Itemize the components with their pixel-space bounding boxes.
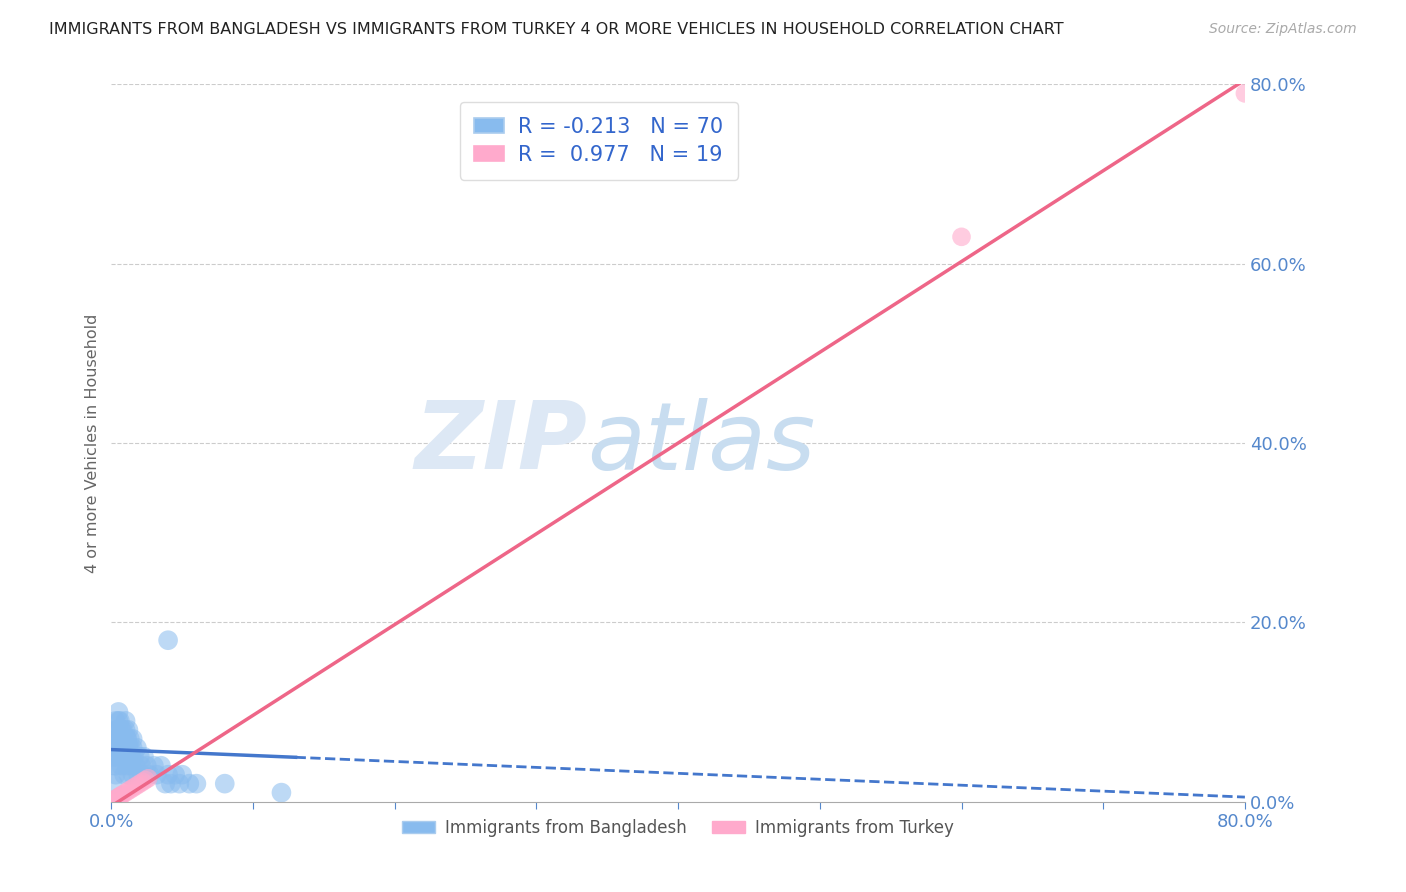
Point [111, 788, 134, 802]
Point [104, 792, 127, 806]
Point [118, 731, 141, 746]
Point [120, 782, 142, 797]
Point [186, 777, 208, 791]
Point [101, 794, 124, 808]
Point [179, 777, 201, 791]
Point [122, 749, 145, 764]
Point [127, 767, 149, 781]
Text: ZIP: ZIP [415, 397, 588, 489]
Point [110, 731, 132, 746]
Point [132, 749, 155, 764]
Point [115, 731, 138, 746]
Point [121, 767, 143, 781]
Point [214, 777, 236, 791]
Point [111, 749, 134, 764]
Point [160, 777, 183, 791]
Point [118, 749, 141, 764]
Point [114, 749, 136, 764]
Point [108, 731, 131, 746]
Point [114, 786, 136, 800]
Point [111, 723, 134, 737]
Point [131, 767, 153, 781]
Point [103, 758, 125, 772]
Point [169, 777, 191, 791]
Point [142, 758, 165, 772]
Point [105, 731, 128, 746]
Point [104, 740, 127, 755]
Point [107, 705, 129, 719]
Point [112, 767, 135, 781]
Point [129, 758, 152, 772]
Y-axis label: 4 or more Vehicles in Household: 4 or more Vehicles in Household [86, 313, 100, 573]
Point [107, 723, 129, 737]
Point [1233, 87, 1256, 101]
Text: IMMIGRANTS FROM BANGLADESH VS IMMIGRANTS FROM TURKEY 4 OR MORE VEHICLES IN HOUSE: IMMIGRANTS FROM BANGLADESH VS IMMIGRANTS… [49, 22, 1064, 37]
Point [157, 633, 180, 648]
Point [101, 777, 124, 791]
Point [120, 758, 142, 772]
Point [115, 731, 138, 746]
Point [135, 758, 157, 772]
Point [122, 780, 145, 795]
Point [105, 758, 128, 772]
Point [121, 740, 143, 755]
Point [111, 731, 134, 746]
Point [125, 740, 148, 755]
Point [124, 758, 146, 772]
Point [107, 714, 129, 728]
Point [114, 723, 136, 737]
Point [165, 767, 187, 781]
Point [108, 714, 131, 728]
Point [270, 786, 292, 800]
Point [110, 758, 132, 772]
Point [128, 749, 150, 764]
Point [125, 779, 148, 793]
Point [115, 758, 138, 772]
Point [120, 749, 142, 764]
Point [103, 740, 125, 755]
Point [104, 714, 127, 728]
Point [128, 777, 150, 791]
Point [136, 771, 159, 785]
Point [117, 784, 139, 798]
Point [118, 740, 141, 755]
Point [117, 740, 139, 755]
Point [114, 714, 136, 728]
Point [108, 789, 131, 804]
Point [138, 767, 160, 781]
Point [112, 740, 135, 755]
Point [105, 791, 128, 805]
Point [145, 767, 167, 781]
Point [155, 777, 177, 791]
Point [112, 740, 135, 755]
Point [105, 723, 128, 737]
Point [110, 789, 132, 803]
Point [101, 749, 124, 764]
Point [104, 767, 127, 781]
Legend: Immigrants from Bangladesh, Immigrants from Turkey: Immigrants from Bangladesh, Immigrants f… [395, 812, 960, 844]
Point [134, 773, 156, 788]
Point [104, 731, 127, 746]
Point [103, 793, 125, 807]
Point [117, 723, 139, 737]
Point [107, 740, 129, 755]
Point [150, 758, 173, 772]
Point [172, 767, 194, 781]
Point [103, 723, 125, 737]
Point [131, 775, 153, 789]
Text: Source: ZipAtlas.com: Source: ZipAtlas.com [1209, 22, 1357, 37]
Point [121, 731, 143, 746]
Point [110, 723, 132, 737]
Point [108, 749, 131, 764]
Point [157, 767, 180, 781]
Point [117, 767, 139, 781]
Point [104, 749, 127, 764]
Point [950, 230, 973, 244]
Point [107, 790, 129, 805]
Text: atlas: atlas [588, 398, 815, 489]
